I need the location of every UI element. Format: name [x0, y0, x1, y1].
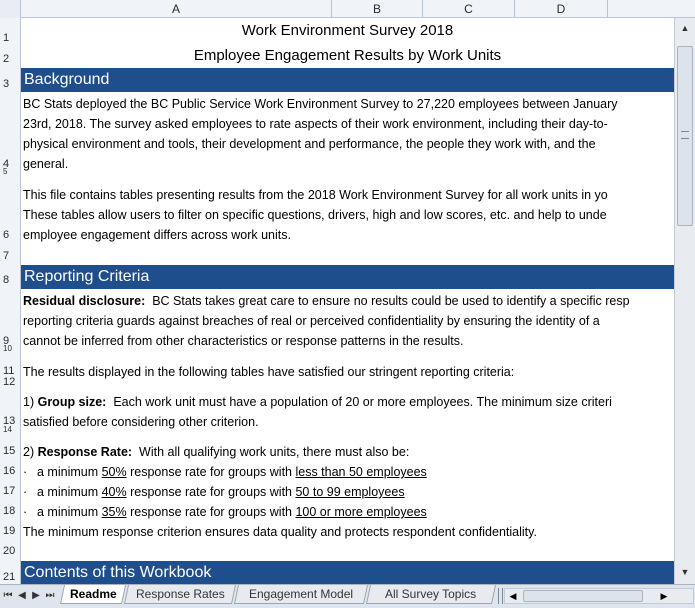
- column-header-a[interactable]: A: [21, 0, 332, 18]
- bullet-glyph: ·: [23, 485, 28, 499]
- vertical-scrollbar[interactable]: ▲ ▼: [674, 18, 695, 584]
- bullet-group: less than 50 employees: [295, 465, 427, 479]
- bullet-mid: response rate for groups with: [126, 505, 296, 519]
- row-header[interactable]: 3: [3, 78, 10, 90]
- tab-split-handle[interactable]: [498, 588, 503, 604]
- group-size-text: Each work unit must have a population of…: [113, 395, 612, 409]
- row-header[interactable]: 16: [3, 465, 16, 477]
- section-heading-criteria: Reporting Criteria: [21, 265, 674, 289]
- row-header[interactable]: 14: [3, 425, 12, 434]
- residual-line: cannot be inferred from other characteri…: [23, 334, 464, 348]
- row-header[interactable]: 11: [3, 365, 15, 377]
- sheet-title: Work Environment Survey 2018: [241, 22, 454, 39]
- bullet-percent: 50%: [101, 465, 127, 479]
- scroll-right-icon[interactable]: ▶: [660, 591, 668, 601]
- row-header[interactable]: 12: [3, 376, 16, 388]
- response-rate-text: With all qualifying work units, there mu…: [139, 445, 410, 459]
- bullet-item: · a minimum 40% response rate for groups …: [23, 482, 405, 502]
- bullet-group: 100 or more employees: [295, 505, 427, 519]
- scroll-down-icon[interactable]: ▼: [680, 567, 690, 577]
- bullet-item: · a minimum 50% response rate for groups …: [23, 462, 427, 482]
- background-line: employee engagement differs across work …: [23, 228, 291, 242]
- residual-text: BC Stats takes great care to ensure no r…: [152, 294, 630, 308]
- select-all-corner[interactable]: [0, 0, 21, 18]
- row-header[interactable]: 5: [3, 167, 8, 176]
- grip-icon: [681, 131, 689, 139]
- column-header-b[interactable]: B: [332, 0, 423, 18]
- closing-line: The minimum response criterion ensures d…: [23, 525, 537, 539]
- tab-engagement-model[interactable]: Engagement Model: [233, 585, 369, 604]
- row-header-column: 1 2 3 4 5 6 7 8 9 10 11 12 13 14 15 16 1…: [0, 18, 21, 584]
- column-header-c[interactable]: C: [423, 0, 515, 18]
- bullet-mid: response rate for groups with: [126, 465, 296, 479]
- column-header-bar: A B C D: [0, 0, 695, 18]
- tab-response-rates[interactable]: Response Rates: [123, 585, 237, 604]
- last-sheet-icon[interactable]: ⏭: [45, 590, 55, 601]
- row-header[interactable]: 2: [3, 53, 10, 65]
- residual-line: reporting criteria guards against breach…: [23, 314, 600, 328]
- background-line: These tables allow users to filter on sp…: [23, 208, 607, 222]
- sheet-tab-strip: ⏮ ◀ ▶ ⏭ Readme Response Rates Engagement…: [0, 584, 695, 608]
- background-line: 23rd, 2018. The survey asked employees t…: [23, 117, 608, 131]
- group-size-label: Group size:: [37, 395, 107, 409]
- horizontal-scrollbar[interactable]: ◀ ▶: [504, 588, 694, 604]
- first-sheet-icon[interactable]: ⏮: [3, 590, 13, 601]
- background-line: This file contains tables presenting res…: [23, 188, 608, 202]
- group-size-line: 1) Group size: Each work unit must have …: [23, 392, 612, 412]
- section-heading-contents: Contents of this Workbook: [21, 561, 674, 584]
- row-header[interactable]: 8: [3, 274, 10, 286]
- response-rate-label: Response Rate:: [37, 445, 133, 459]
- bullet-percent: 35%: [101, 505, 127, 519]
- background-line: BC Stats deployed the BC Public Service …: [23, 97, 618, 111]
- next-sheet-icon[interactable]: ▶: [32, 590, 40, 601]
- bullet-item: · a minimum 35% response rate for groups …: [23, 502, 427, 522]
- scroll-thumb[interactable]: [677, 46, 693, 226]
- stringent-line: The results displayed in the following t…: [23, 365, 515, 379]
- bullet-group: 50 to 99 employees: [295, 485, 405, 499]
- row-header[interactable]: 17: [3, 485, 16, 497]
- row-header[interactable]: 13: [3, 415, 16, 427]
- row-header[interactable]: 7: [3, 250, 10, 262]
- column-header-blank: [608, 0, 674, 18]
- response-rate-line: 2) Response Rate: With all qualifying wo…: [23, 442, 409, 462]
- tab-all-survey-topics[interactable]: All Survey Topics: [365, 585, 497, 604]
- tab-label: Readme: [69, 587, 117, 601]
- bullet-lead: a minimum: [37, 485, 102, 499]
- residual-label: Residual disclosure:: [23, 294, 146, 308]
- row-header[interactable]: 21: [3, 571, 16, 583]
- bullet-lead: a minimum: [37, 505, 102, 519]
- bullet-lead: a minimum: [37, 465, 102, 479]
- bullet-glyph: ·: [23, 505, 28, 519]
- bullet-mid: response rate for groups with: [126, 485, 296, 499]
- sheet-subtitle: Employee Engagement Results by Work Unit…: [193, 47, 502, 64]
- background-line: general.: [23, 157, 69, 171]
- scroll-left-icon[interactable]: ◀: [509, 591, 517, 601]
- column-header-d[interactable]: D: [515, 0, 608, 18]
- group-size-line: satisfied before considering other crite…: [23, 415, 259, 429]
- row-header[interactable]: 1: [3, 32, 10, 44]
- bullet-percent: 40%: [101, 485, 127, 499]
- tab-label: All Survey Topics: [385, 587, 477, 601]
- prev-sheet-icon[interactable]: ◀: [18, 590, 26, 601]
- row-header[interactable]: 4: [3, 158, 10, 170]
- row-header[interactable]: 10: [3, 344, 12, 353]
- row-header[interactable]: 20: [3, 545, 16, 557]
- response-prefix: 2): [23, 445, 38, 459]
- group-prefix: 1): [23, 395, 38, 409]
- row-header[interactable]: 19: [3, 525, 16, 537]
- row-header[interactable]: 6: [3, 229, 10, 241]
- background-line: physical environment and tools, their de…: [23, 137, 596, 151]
- tab-label: Engagement Model: [248, 587, 354, 601]
- residual-line: Residual disclosure: BC Stats takes grea…: [23, 291, 630, 311]
- horizontal-scroll-thumb[interactable]: [523, 590, 643, 602]
- row-header[interactable]: 18: [3, 505, 16, 517]
- row-header[interactable]: 9: [3, 335, 10, 347]
- row-header[interactable]: 15: [3, 445, 16, 457]
- scroll-up-icon[interactable]: ▲: [680, 23, 690, 33]
- section-heading-background: Background: [21, 68, 674, 92]
- bullet-glyph: ·: [23, 465, 28, 479]
- tab-readme[interactable]: Readme: [59, 585, 127, 604]
- worksheet-grid[interactable]: Work Environment Survey 2018 Employee En…: [21, 18, 674, 584]
- tab-label: Response Rates: [135, 587, 225, 601]
